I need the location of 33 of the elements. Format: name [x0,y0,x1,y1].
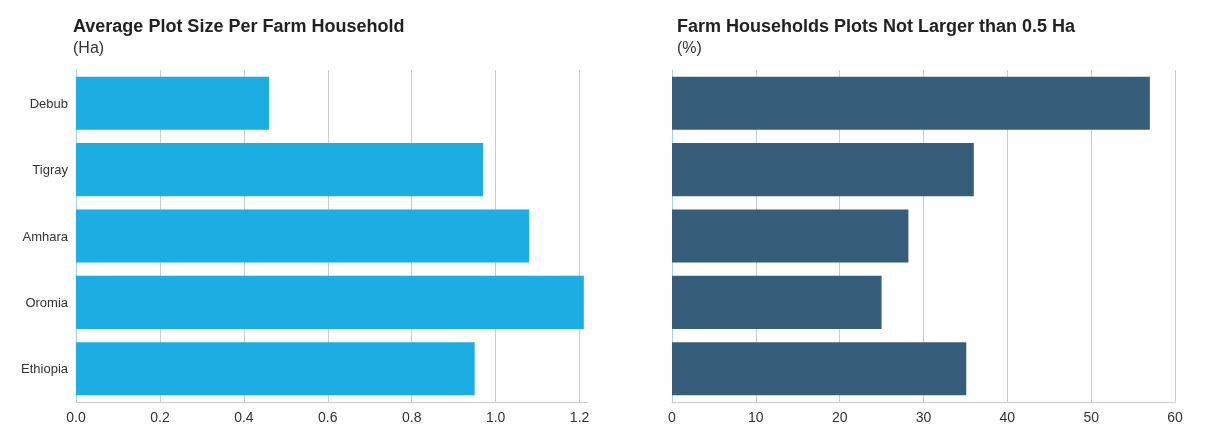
y-tick-label: Amhara [22,228,69,244]
x-tick-label: 0 [668,409,677,425]
x-tick-label: 30 [915,409,932,425]
bar [672,275,882,329]
bar [672,76,1150,130]
bar [672,209,909,263]
x-tick-label: 1.0 [485,409,506,425]
chart-subtitle: (Ha) [73,38,105,56]
y-tick-label: Tigray [32,162,69,178]
x-tick-label: 0.2 [150,409,170,425]
x-tick-label: 10 [748,409,764,425]
x-tick-label: 20 [831,409,848,425]
y-tick-label: Ethiopia [21,361,69,377]
chart-title: Average Plot Size Per Farm Household [73,16,405,36]
x-tick-label: 0.0 [66,409,86,425]
x-tick-label: 0.6 [318,409,338,425]
bar [76,76,270,130]
x-tick-label: 1.2 [569,409,590,425]
y-tick-label: Oromia [25,294,69,310]
bar [76,143,484,197]
bar [76,342,475,396]
x-tick-label: 60 [1167,409,1183,425]
bar [76,209,530,263]
x-tick-label: 0.8 [402,409,422,425]
chart-subtitle: (%) [677,38,702,56]
bar [76,275,584,329]
x-tick-label: 40 [999,409,1016,425]
chart-title: Farm Households Plots Not Larger than 0.5 Ha [677,16,1077,36]
bar [672,342,967,396]
y-tick-label: Debub [29,95,68,111]
bar [672,143,974,197]
x-tick-label: 0.4 [234,409,254,425]
x-tick-label: 50 [1083,409,1100,425]
